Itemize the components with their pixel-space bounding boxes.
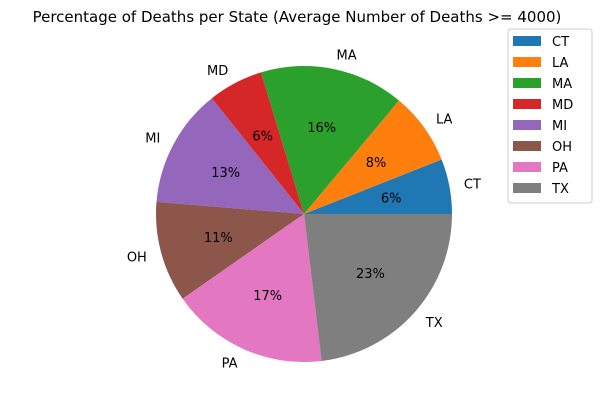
legend-swatch-ma: [513, 78, 541, 88]
slice-percent-ct: 6%: [381, 191, 402, 206]
slice-percent-mi: 13%: [211, 166, 240, 181]
slice-percent-pa: 17%: [253, 289, 282, 304]
slice-label-oh: OH: [127, 250, 147, 265]
legend-swatch-mi: [513, 120, 541, 130]
slice-percent-md: 6%: [252, 129, 273, 144]
legend-label-tx: TX: [551, 182, 569, 197]
slice-label-ma: MA: [337, 48, 357, 63]
pie-slice-pa: [182, 214, 322, 362]
pie-slice-oh: [156, 201, 304, 299]
legend-swatch-md: [513, 99, 541, 109]
pie-slice-ct: [304, 159, 452, 214]
chart-title: Percentage of Deaths per State (Average …: [33, 8, 562, 26]
pie-slices: [156, 65, 452, 362]
legend-label-pa: PA: [552, 161, 568, 176]
legend-label-ma: MA: [552, 77, 572, 92]
slice-percent-ma: 16%: [307, 121, 336, 136]
slice-label-md: MD: [207, 64, 228, 79]
pie-labels: CT 6% LA 8% MA 16% MD 6% MI 13% OH 11% PA 17% TX 23%: [127, 48, 481, 371]
slice-percent-tx: 23%: [356, 267, 385, 282]
legend-swatch-la: [513, 57, 541, 67]
slice-label-mi: MI: [145, 131, 160, 146]
legend-swatch-ct: [513, 36, 541, 46]
legend-label-md: MD: [552, 98, 573, 113]
legend-label-la: LA: [552, 56, 569, 71]
legend-label-mi: MI: [552, 119, 567, 134]
pie-slice-ma: [260, 65, 400, 214]
pie-slice-md: [211, 72, 304, 214]
slice-label-pa: PA: [222, 357, 238, 372]
slice-label-la: LA: [436, 113, 453, 128]
pie-slice-mi: [156, 98, 304, 214]
legend: CT LA MA MD MI OH PA TX: [507, 28, 593, 204]
legend-swatch-pa: [513, 162, 541, 172]
slice-percent-la: 8%: [366, 156, 387, 171]
pie-slice-la: [304, 100, 442, 214]
legend-label-ct: CT: [552, 35, 569, 50]
slice-percent-oh: 11%: [204, 231, 233, 246]
legend-swatch-tx: [513, 183, 541, 193]
legend-frame: [507, 28, 593, 204]
legend-swatch-oh: [513, 141, 541, 151]
slice-label-ct: CT: [464, 177, 481, 192]
legend-label-oh: OH: [552, 140, 572, 155]
pie-slice-tx: [304, 214, 452, 361]
slice-label-tx: TX: [425, 316, 443, 331]
